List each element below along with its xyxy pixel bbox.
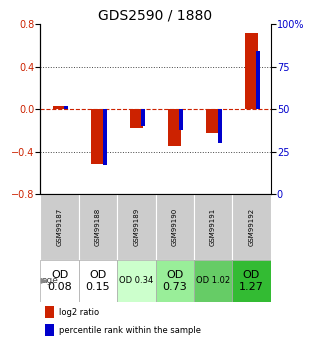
Bar: [245, 33, 258, 109]
Text: OD
0.73: OD 0.73: [162, 270, 187, 292]
Bar: [141, 109, 145, 126]
Bar: [156, 260, 194, 302]
Bar: [79, 194, 117, 260]
Bar: [232, 194, 271, 260]
Text: OD 0.34: OD 0.34: [119, 276, 153, 285]
Text: GSM99192: GSM99192: [248, 208, 254, 246]
Bar: [130, 109, 143, 128]
Bar: [117, 260, 156, 302]
Text: log2 ratio: log2 ratio: [59, 308, 99, 317]
Text: GSM99190: GSM99190: [172, 208, 178, 246]
Bar: [45, 306, 54, 318]
Bar: [194, 260, 232, 302]
Text: GSM99188: GSM99188: [95, 208, 101, 246]
Text: age: age: [41, 276, 58, 285]
Bar: [53, 106, 66, 109]
Bar: [40, 194, 79, 260]
Text: percentile rank within the sample: percentile rank within the sample: [59, 326, 201, 335]
Text: OD
1.27: OD 1.27: [239, 270, 264, 292]
Bar: [232, 260, 271, 302]
Bar: [79, 260, 117, 302]
Bar: [103, 109, 107, 165]
Bar: [168, 109, 181, 146]
Bar: [45, 324, 54, 336]
Bar: [179, 109, 183, 130]
Text: OD
0.08: OD 0.08: [47, 270, 72, 292]
Bar: [40, 260, 79, 302]
Title: GDS2590 / 1880: GDS2590 / 1880: [99, 9, 212, 23]
Text: GSM99191: GSM99191: [210, 208, 216, 246]
Text: GSM99189: GSM99189: [133, 208, 139, 246]
Bar: [256, 51, 260, 109]
Bar: [206, 109, 220, 132]
Text: OD 1.02: OD 1.02: [196, 276, 230, 285]
Bar: [91, 109, 105, 165]
Bar: [156, 194, 194, 260]
Bar: [218, 109, 222, 143]
Text: GSM99187: GSM99187: [57, 208, 63, 246]
Bar: [64, 106, 68, 109]
Text: OD
0.15: OD 0.15: [86, 270, 110, 292]
Bar: [117, 194, 156, 260]
Bar: [194, 194, 232, 260]
